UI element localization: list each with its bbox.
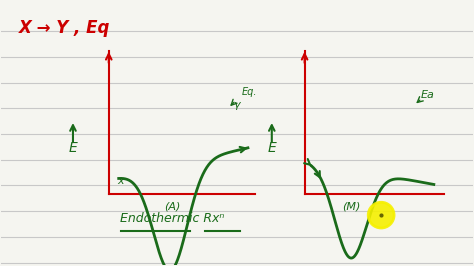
Text: Eq.: Eq.	[242, 88, 257, 97]
Text: γ: γ	[233, 100, 240, 110]
Circle shape	[368, 202, 394, 228]
Text: Ea: Ea	[421, 90, 435, 100]
Text: (M): (M)	[342, 201, 361, 211]
Text: E: E	[69, 141, 77, 155]
Text: x: x	[118, 176, 124, 186]
Text: X → Y , Eq: X → Y , Eq	[19, 19, 110, 37]
Text: (A): (A)	[164, 201, 181, 211]
Text: Endothermic Rxⁿ: Endothermic Rxⁿ	[120, 212, 225, 225]
Text: E: E	[267, 141, 276, 155]
